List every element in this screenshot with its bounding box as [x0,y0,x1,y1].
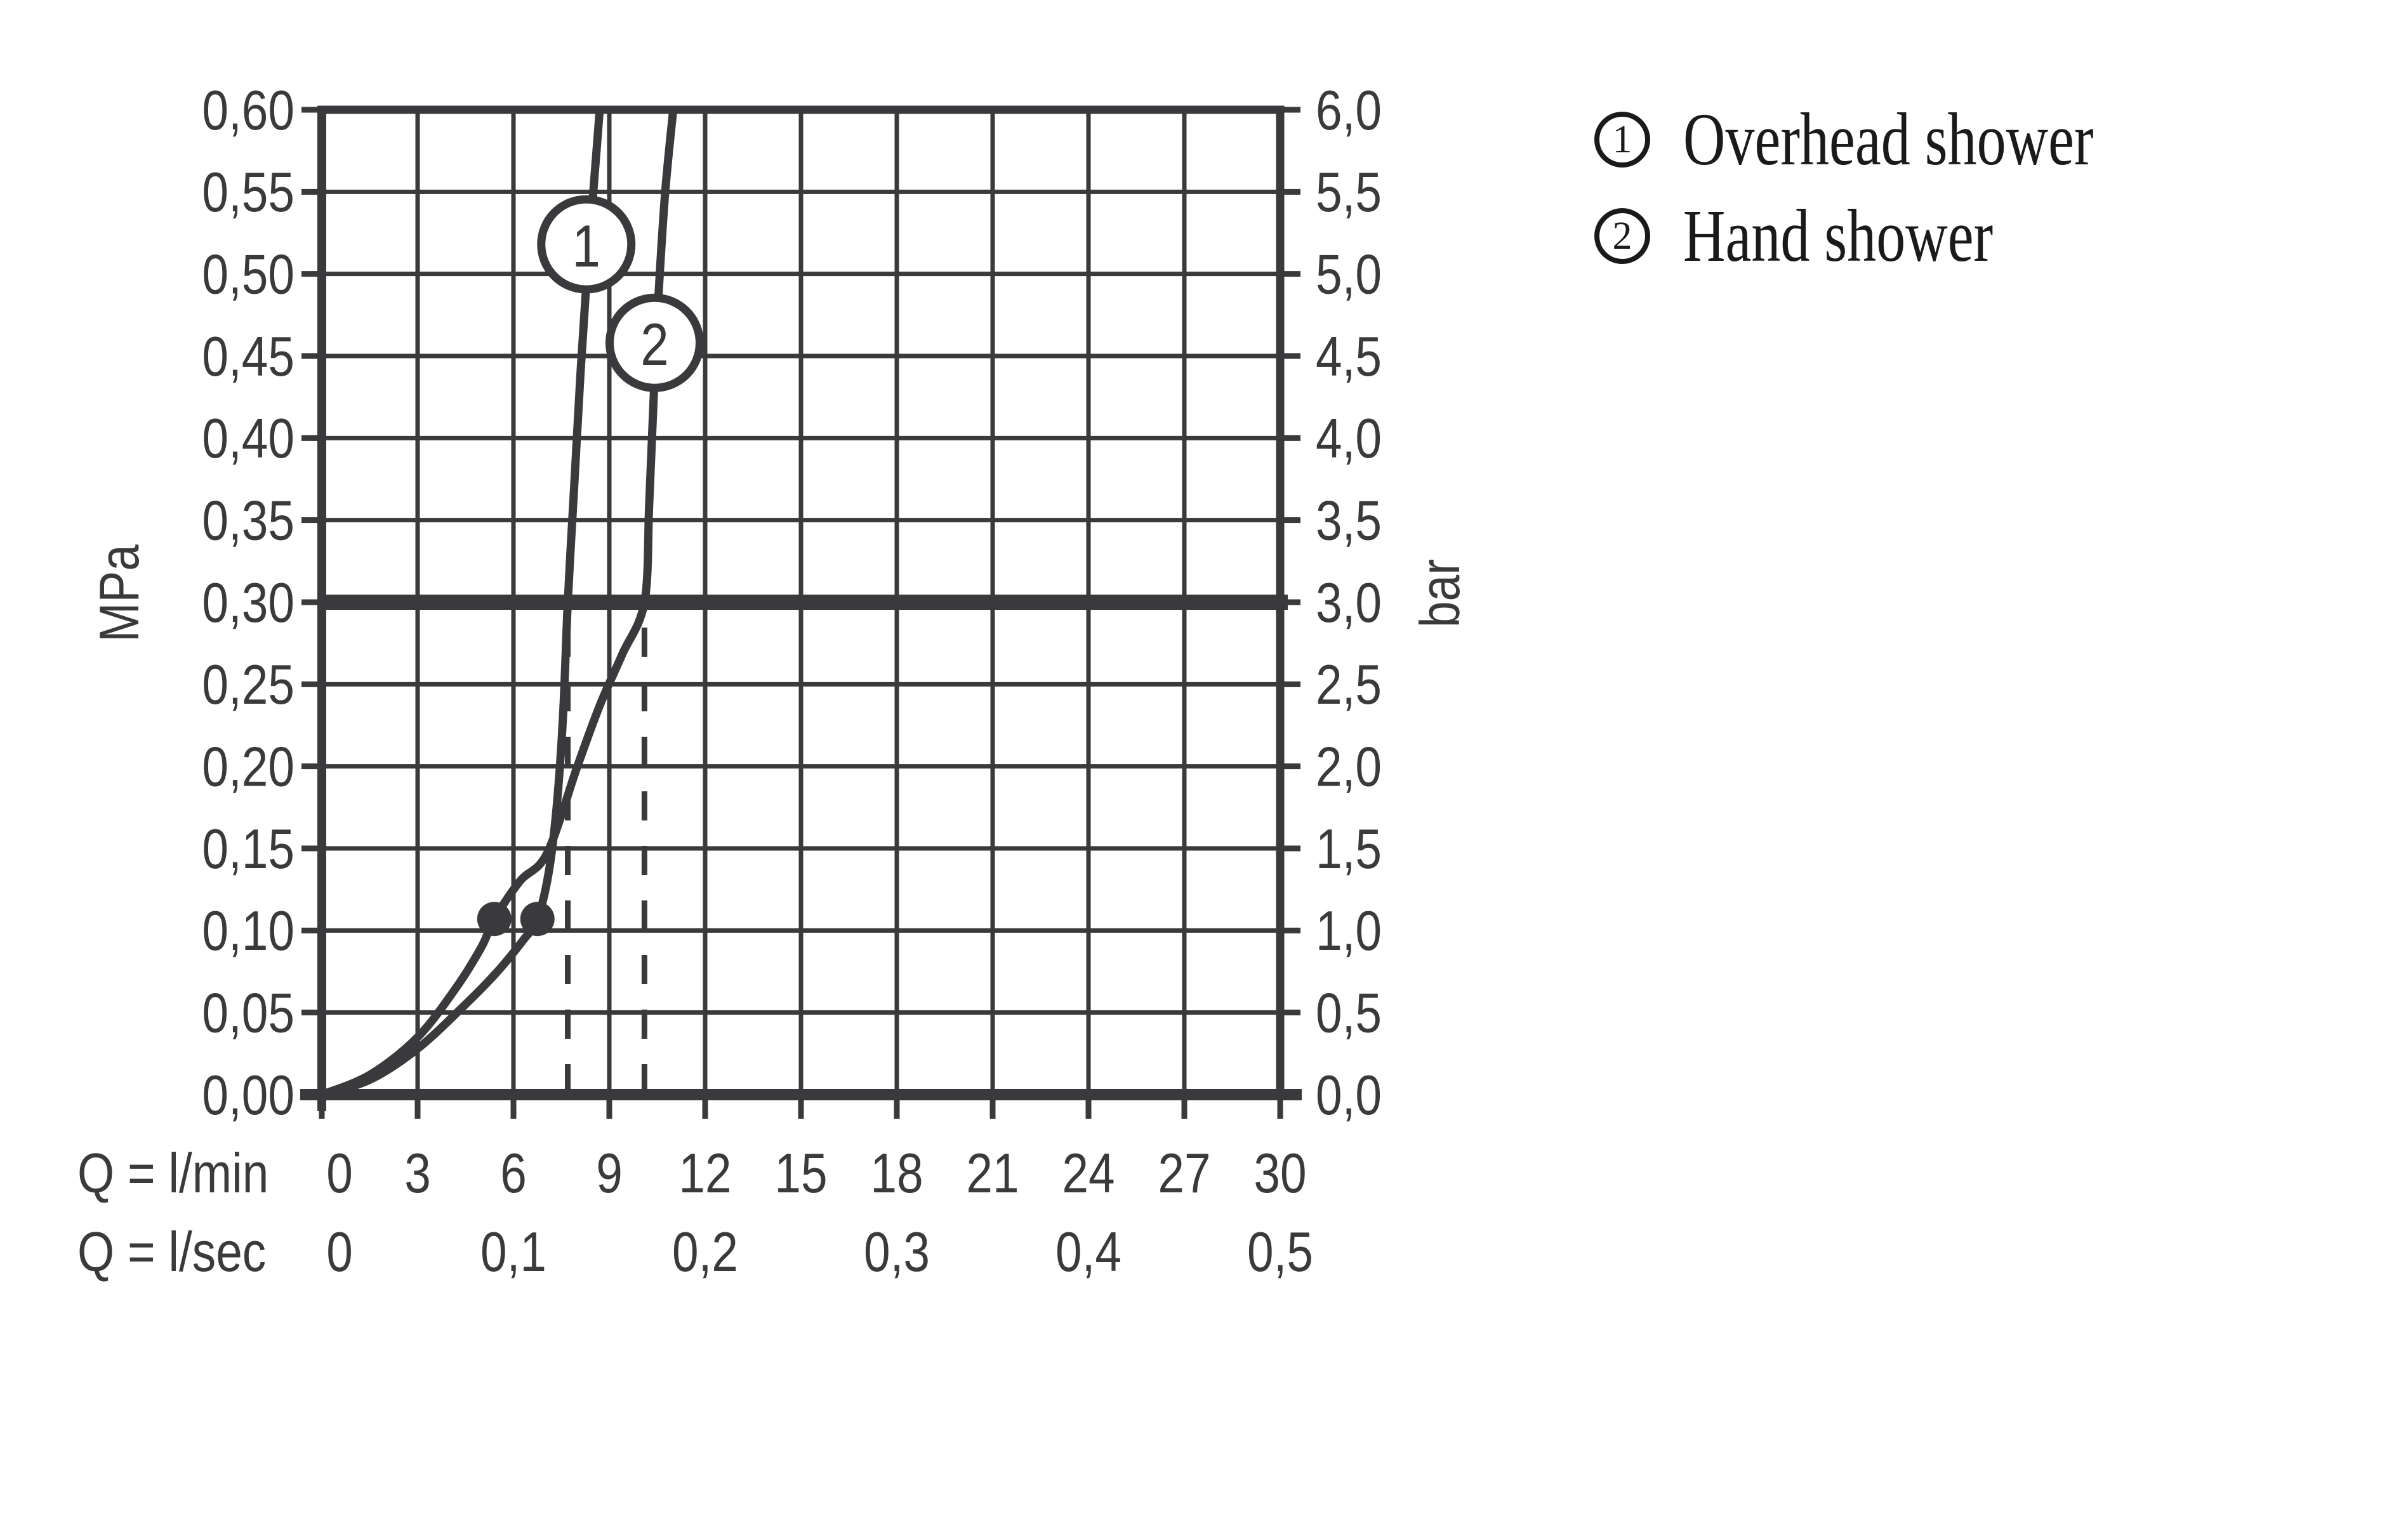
right-tick-label: 0,5 [1316,982,1382,1044]
right-tick-label: 1,0 [1316,900,1382,962]
legend-number-circle-1-icon: 1 [1594,112,1650,168]
x-tick-label: 6 [500,1142,527,1204]
left-tick-label: 0,50 [202,244,294,306]
x-tick-label: 21 [966,1142,1019,1204]
curve-number-1: 1 [572,213,600,280]
curve-number-circle-1-icon [537,195,636,294]
left-tick-label: 0,15 [202,818,294,880]
flow-curve-overhead-shower [317,105,604,1099]
left-tick-label: 0,40 [202,407,294,470]
x-tick-label: 0 [326,1142,353,1204]
legend-item-overhead-shower: 1 Overhead shower [1594,99,2209,180]
legend-number-1: 1 [1612,118,1632,161]
left-tick-label: 0,05 [202,982,294,1044]
legend-label-hand-shower: Hand shower [1683,194,1994,277]
x-tick-label: 0,1 [480,1221,546,1283]
x-tick-label: 12 [678,1142,731,1204]
axis-unit-bar: bar [1409,559,1471,628]
x-tick-label: 0,3 [864,1221,930,1283]
x-tick-label: 18 [870,1142,923,1204]
right-tick-label: 4,0 [1316,407,1382,470]
legend-item-hand-shower: 2 Hand shower [1594,195,2209,277]
right-tick-label: 2,0 [1316,736,1382,798]
right-tick-label: 0,0 [1316,1064,1382,1126]
right-tick-label: 6,0 [1316,79,1382,142]
x-tick-label: 24 [1062,1142,1115,1204]
axis-unit-mpa: MPa [88,544,150,642]
right-tick-label: 2,5 [1316,654,1382,716]
curve-dot-1 [520,902,555,937]
right-tick-label: 3,0 [1316,572,1382,634]
left-tick-label: 0,25 [202,654,294,716]
left-tick-label: 0,00 [202,1064,294,1126]
legend-number-2: 2 [1612,214,1632,258]
x-tick-label: 27 [1158,1142,1210,1204]
right-tick-label: 5,0 [1316,244,1382,306]
right-tick-label: 1,5 [1316,818,1382,880]
x-tick-label: 9 [596,1142,623,1204]
left-tick-label: 0,30 [202,572,294,634]
x-tick-label: 0,5 [1247,1221,1313,1283]
x-tick-label: 0 [326,1221,353,1283]
left-tick-label: 0,10 [202,900,294,962]
x-tick-label: 30 [1254,1142,1306,1204]
left-tick-label: 0,55 [202,161,294,223]
curve-dot-2 [477,902,512,937]
x-tick-label: 0,4 [1055,1221,1121,1283]
left-tick-label: 0,35 [202,490,294,552]
right-tick-label: 5,5 [1316,161,1382,223]
curve-number-circle-2-icon [605,293,704,392]
right-tick-label: 3,5 [1316,490,1382,552]
curve-number-2: 2 [640,312,668,378]
x-tick-label: 3 [404,1142,431,1204]
right-tick-label: 4,5 [1316,326,1382,388]
x-tick-label: 15 [774,1142,827,1204]
legend-number-circle-2-icon: 2 [1594,208,1650,264]
left-tick-label: 0,20 [202,736,294,798]
x-row-label: Q = l/sec [77,1221,266,1283]
left-tick-label: 0,60 [202,79,294,142]
x-tick-label: 0,2 [672,1221,738,1283]
left-tick-label: 0,45 [202,326,294,388]
x-row-label: Q = l/min [77,1142,268,1204]
legend-label-overhead-shower: Overhead shower [1683,98,2094,181]
legend: 1 Overhead shower 2 Hand shower [1594,99,2209,277]
